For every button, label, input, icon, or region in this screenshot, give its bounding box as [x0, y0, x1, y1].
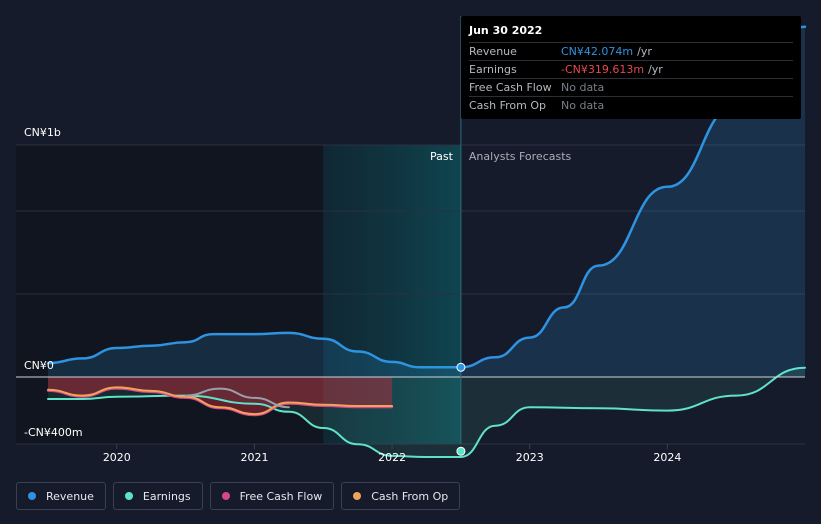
legend-label: Revenue — [46, 489, 94, 503]
legend-item-cash-from-op[interactable]: Cash From Op — [341, 482, 461, 510]
tooltip-row-label: Free Cash Flow — [469, 81, 552, 94]
legend-dot-icon — [28, 492, 36, 500]
tooltip-row: Earnings -CN¥319.613m/yr — [469, 61, 793, 79]
tooltip-row-unit: /yr — [648, 63, 663, 76]
tooltip-row-value: -CN¥319.613m — [561, 63, 645, 76]
x-tick-label: 2024 — [653, 451, 681, 464]
series-lines — [46, 25, 807, 459]
tooltip-date: Jun 30 2022 — [469, 24, 793, 43]
legend-label: Cash From Op — [371, 489, 449, 503]
tooltip-row: Cash From Op No data — [469, 97, 793, 114]
legend-item-earnings[interactable]: Earnings — [112, 482, 203, 510]
legend-item-free-cash-flow[interactable]: Free Cash Flow — [209, 482, 335, 510]
legend-dot-icon — [221, 492, 230, 500]
cash-from-op-line — [47, 386, 394, 416]
tooltip-row: Revenue CN¥42.074m/yr — [469, 43, 793, 61]
revenue-line — [46, 25, 807, 369]
series-fills — [48, 26, 805, 457]
earnings-marker — [456, 446, 466, 456]
tooltip-row-value: No data — [561, 81, 605, 94]
tooltip-row-unit: /yr — [637, 45, 652, 58]
x-axis-ticks: 2020 2021 2022 2023 2024 — [103, 444, 681, 464]
tooltip-row-value: CN¥42.074m — [561, 45, 634, 58]
forecast-label: Analysts Forecasts — [469, 150, 572, 163]
cash-flow-area — [48, 377, 393, 415]
x-tick-label: 2023 — [516, 451, 544, 464]
past-label: Past — [430, 150, 454, 163]
gridlines — [16, 144, 805, 445]
markers — [456, 362, 466, 456]
tooltip-row-label: Cash From Op — [469, 99, 547, 112]
revenue-area — [48, 26, 805, 377]
earnings-past-segment-line — [184, 387, 290, 409]
tooltip: Jun 30 2022 Revenue CN¥42.074m/yr Earnings… — [461, 16, 801, 119]
x-tick-label: 2022 — [378, 451, 406, 464]
legend-item-revenue[interactable]: Revenue — [16, 482, 106, 510]
y-label-zero: CN¥0 — [24, 359, 54, 372]
tooltip-row-label: Earnings — [469, 63, 517, 76]
legend-label: Free Cash Flow — [239, 489, 323, 503]
tooltip-rows: Revenue CN¥42.074m/yr Earnings -CN¥319.613m… — [469, 43, 793, 114]
tooltip-row-label: Revenue — [469, 45, 517, 58]
y-label-top: CN¥1b — [24, 126, 61, 139]
legend: Revenue Earnings Free Cash Flow Cash From O… — [16, 482, 461, 510]
y-label-bottom: -CN¥400m — [24, 426, 83, 439]
legend-dot-icon — [124, 492, 133, 500]
legend-label: Earnings — [142, 489, 191, 503]
revenue-marker — [456, 362, 466, 372]
free-cash-flow-line — [47, 387, 394, 417]
x-tick-label: 2021 — [240, 451, 268, 464]
x-tick-label: 2020 — [103, 451, 131, 464]
legend-dot-icon — [353, 492, 362, 500]
earnings-area — [48, 367, 805, 457]
tooltip-row-value: No data — [561, 99, 605, 112]
tooltip-row: Free Cash Flow No data — [469, 79, 793, 97]
